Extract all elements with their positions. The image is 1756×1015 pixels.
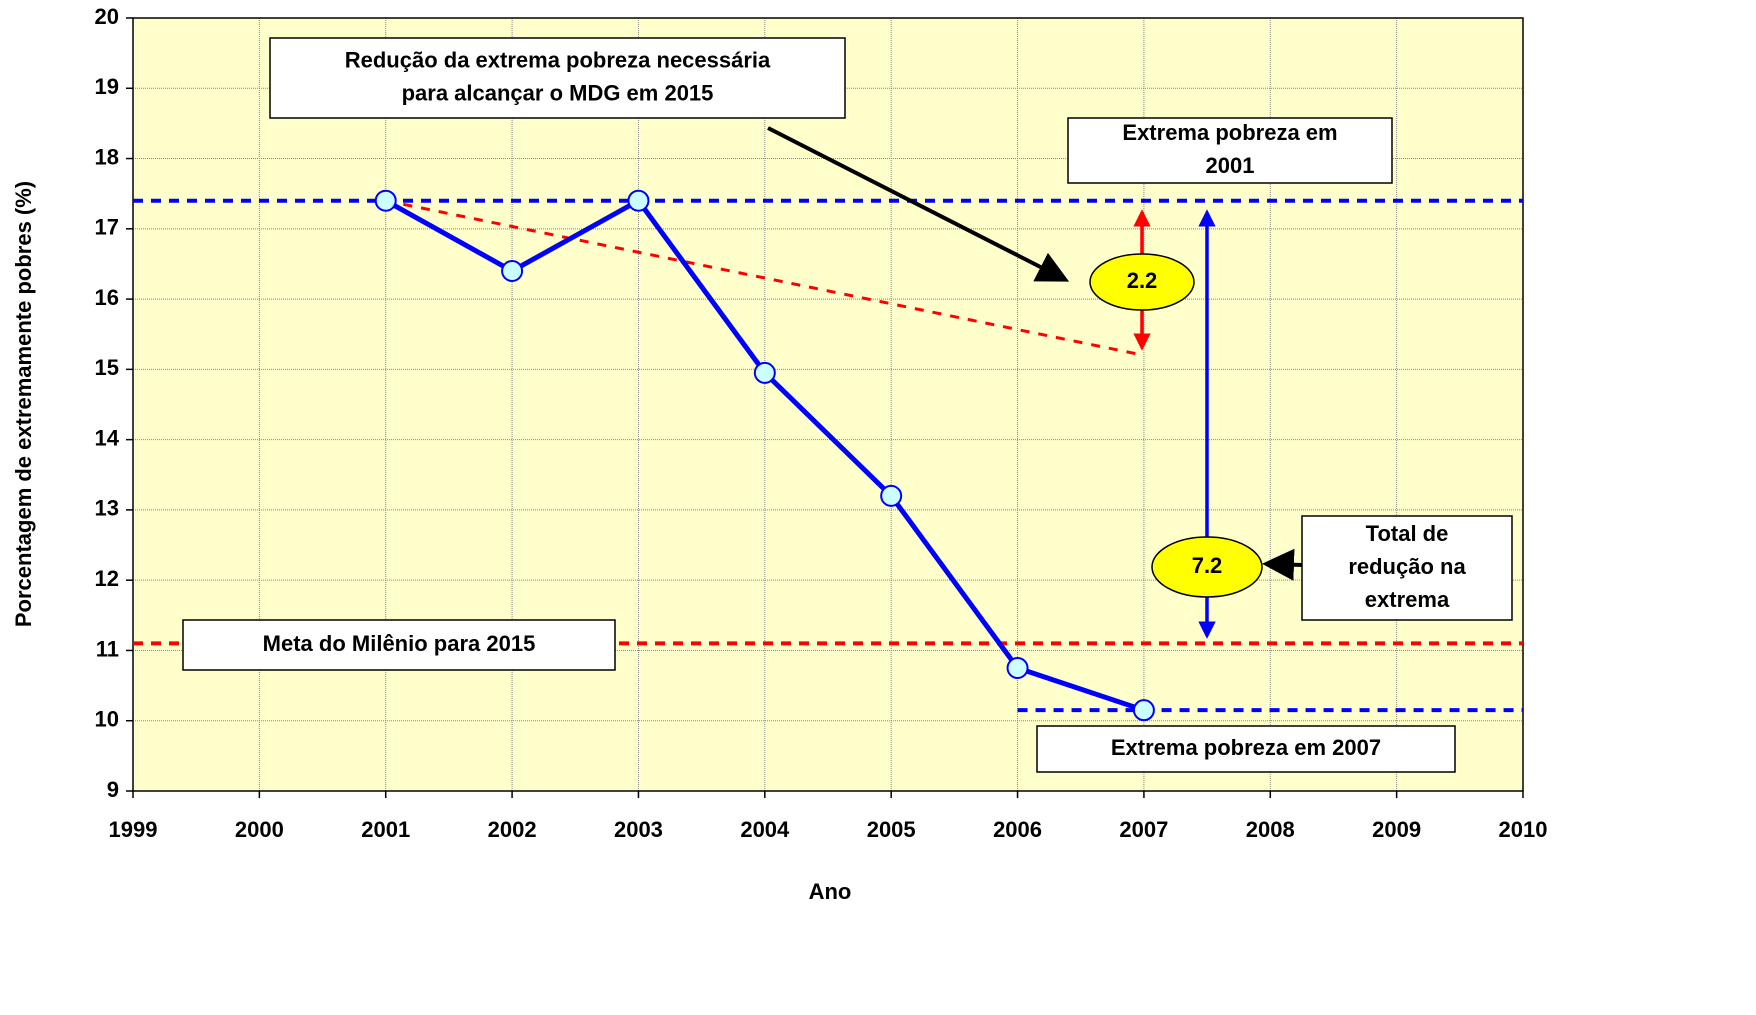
data-point [501,259,524,282]
x-tick-label: 2001 [361,817,410,842]
x-tick-label: 2005 [867,817,916,842]
trend-line [385,199,1145,357]
y-tick-label: 16 [95,285,119,310]
y-axis-title: Porcentagem de extremamente pobres (%) [11,181,36,627]
annotation-box [182,619,616,671]
x-tick-label: 2009 [1372,817,1421,842]
annotation-text: redução na [1348,554,1466,579]
y-tick-label: 19 [95,74,119,99]
y-tick-label: 18 [95,144,119,169]
data-point [1006,657,1029,680]
annotation-text: 2.2 [1127,268,1158,293]
data-point [753,361,776,384]
annotation-box [269,37,846,119]
data-point [1132,699,1155,722]
y-tick-label: 9 [107,777,119,802]
annotation-text: Meta do Milênio para 2015 [263,631,536,656]
x-tick-label: 2002 [488,817,537,842]
annotation-box [1067,117,1393,184]
x-tick-label: 2010 [1499,817,1548,842]
pointer-arrow [767,126,1070,282]
annotation-text: Extrema pobreza em 2007 [1111,735,1381,760]
x-tick-label: 2007 [1119,817,1168,842]
y-tick-label: 17 [95,215,119,240]
data-point [374,189,397,212]
x-tick-label: 2006 [993,817,1042,842]
x-tick-label: 2000 [235,817,284,842]
annotation-text: Total de [1366,521,1449,546]
y-tick-label: 12 [95,566,119,591]
x-axis-title: Ano [809,879,852,904]
annotation-bubble [1089,253,1195,311]
plot-border [132,17,1524,792]
y-tick-label: 20 [95,4,119,29]
y-tick-label: 11 [96,636,119,661]
annotation-bubble [1151,536,1263,598]
annotation-text: Redução da extrema pobreza necessária [345,47,771,72]
x-tick-label: 1999 [109,817,158,842]
pointer-arrow [1262,548,1303,581]
annotation-text: extrema [1365,587,1450,612]
annotation-text: 2001 [1206,153,1255,178]
x-tick-label: 2004 [740,817,790,842]
annotation-text: Extrema pobreza em [1122,120,1337,145]
annotation-text: para alcançar o MDG em 2015 [402,80,714,105]
annotation-box [1036,725,1456,773]
x-tick-label: 2003 [614,817,663,842]
y-tick-label: 14 [95,425,120,450]
y-tick-label: 15 [95,355,119,380]
data-point [880,484,903,507]
annotation-text: 7.2 [1192,553,1223,578]
y-tick-label: 10 [95,707,119,732]
x-tick-label: 2008 [1246,817,1295,842]
data-point [627,189,650,212]
y-tick-label: 13 [95,496,119,521]
annotation-box [1301,515,1513,621]
